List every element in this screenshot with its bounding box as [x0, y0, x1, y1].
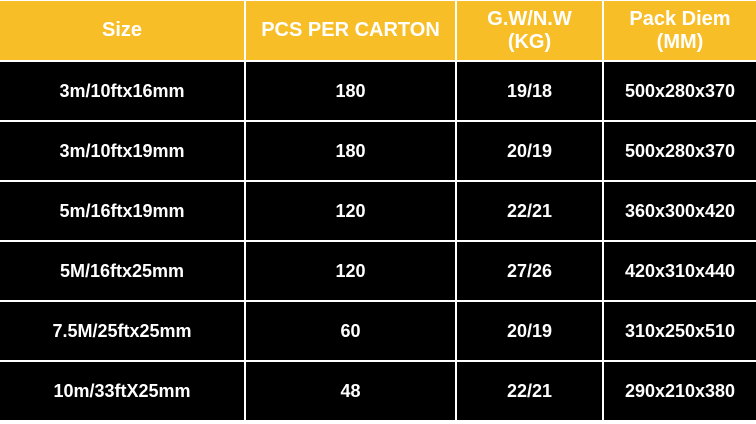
- table-cell: 20/19: [457, 302, 602, 360]
- table-cell: 10m/33ftX25mm: [0, 362, 244, 420]
- table-cell: 5m/16ftx19mm: [0, 182, 244, 240]
- table-cell: 360x300x420: [604, 182, 756, 240]
- table-cell: 19/18: [457, 62, 602, 120]
- cell-text: 500x280x370: [624, 140, 736, 161]
- table-cell: 20/19: [457, 122, 602, 180]
- header-cell: PCS PER CARTON: [246, 1, 455, 60]
- table-cell: 310x250x510: [604, 302, 756, 360]
- table-cell: 290x210x380: [604, 362, 756, 420]
- table-cell: 420x310x440: [604, 242, 756, 300]
- cell-text: Pack Diem: [629, 7, 731, 30]
- cell-text: 360x300x420: [624, 200, 736, 221]
- cell-text: Size: [101, 19, 143, 41]
- table-cell: 22/21: [457, 362, 602, 420]
- table-cell: 60: [246, 302, 455, 360]
- cell-text: 290x210x380: [624, 380, 736, 401]
- table-cell: 120: [246, 242, 455, 300]
- header-cell: Size: [0, 1, 244, 60]
- table-cell: 27/26: [457, 242, 602, 300]
- cell-text: 5M/16ftx25mm: [59, 260, 185, 281]
- header-cell: G.W/N.W (KG): [457, 1, 602, 60]
- cell-text: 3m/10ftx19mm: [59, 140, 185, 161]
- table-cell: 3m/10ftx16mm: [0, 62, 244, 120]
- table-cell: 180: [246, 122, 455, 180]
- table-cell: 22/21: [457, 182, 602, 240]
- cell-text: 27/26: [506, 260, 553, 281]
- cell-text: 60: [340, 320, 361, 341]
- cell-text: 48: [340, 380, 361, 401]
- cell-text: 3m/10ftx16mm: [59, 80, 185, 101]
- cell-text: 180: [335, 140, 366, 161]
- cell-text: (MM): [656, 30, 704, 53]
- cell-text: 180: [335, 80, 366, 101]
- cell-text: 19/18: [506, 80, 553, 101]
- header-cell: Pack Diem (MM): [604, 1, 756, 60]
- cell-text: (KG): [507, 30, 552, 53]
- table-cell: 5M/16ftx25mm: [0, 242, 244, 300]
- table-cell: 120: [246, 182, 455, 240]
- table-cell: 500x280x370: [604, 122, 756, 180]
- cell-text: 20/19: [506, 140, 553, 161]
- cell-text: 20/19: [506, 320, 553, 341]
- cell-text: 420x310x440: [624, 260, 736, 281]
- table-cell: 3m/10ftx19mm: [0, 122, 244, 180]
- cell-text: PCS PER CARTON: [261, 19, 440, 41]
- cell-text: 7.5M/25ftx25mm: [52, 320, 192, 341]
- cell-text: 310x250x510: [624, 320, 736, 341]
- table-cell: 180: [246, 62, 455, 120]
- cell-text: 22/21: [506, 200, 553, 221]
- table-cell: 500x280x370: [604, 62, 756, 120]
- table-cell: 48: [246, 362, 455, 420]
- cell-text: G.W/N.W: [487, 7, 572, 30]
- cell-text: 120: [335, 200, 366, 221]
- cell-text: 5m/16ftx19mm: [59, 200, 185, 221]
- cell-text: 10m/33ftX25mm: [53, 380, 191, 401]
- table-cell: 7.5M/25ftx25mm: [0, 302, 244, 360]
- cell-text: 120: [335, 260, 366, 281]
- cell-text: 22/21: [506, 380, 553, 401]
- cell-text: 500x280x370: [624, 80, 736, 101]
